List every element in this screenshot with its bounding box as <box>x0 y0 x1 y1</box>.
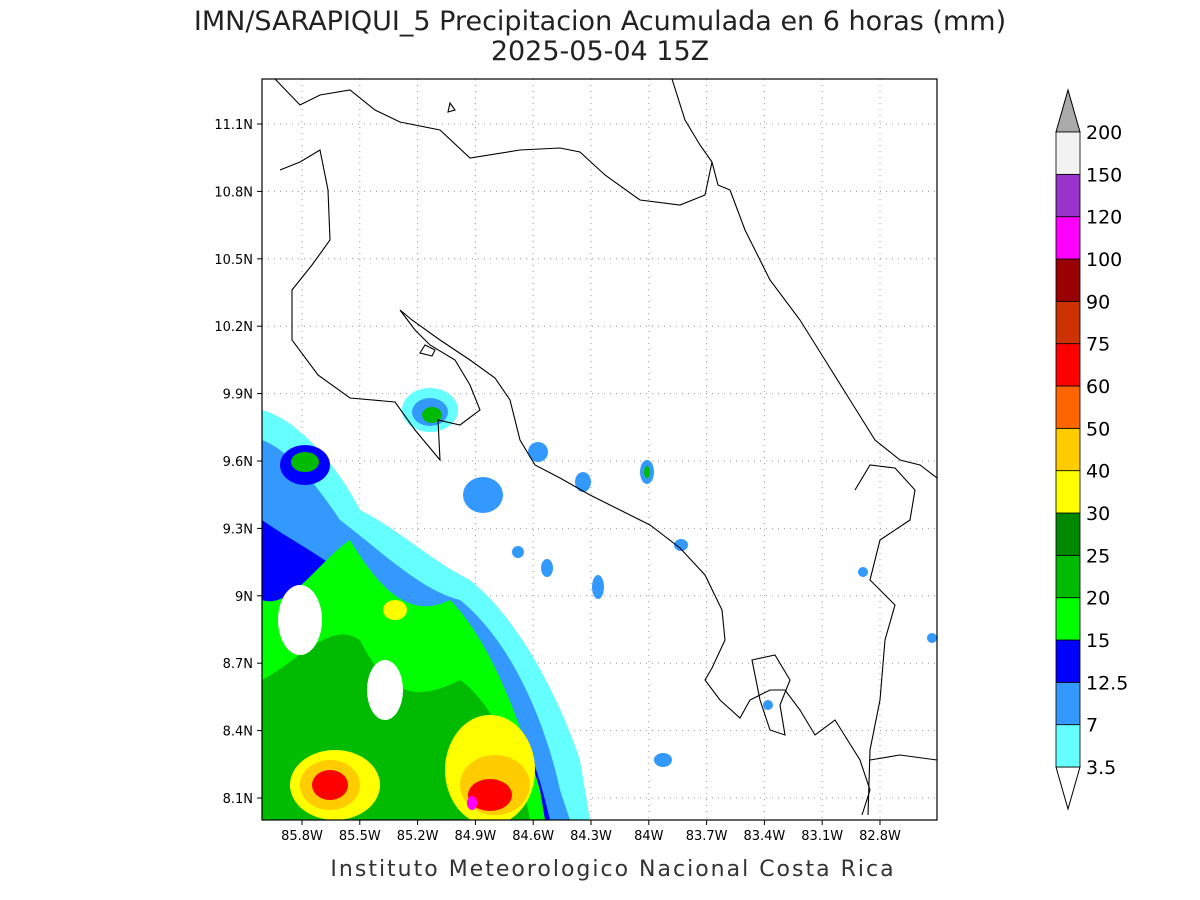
y-tick-label: 8.1N <box>223 792 253 807</box>
colorbar-box <box>1055 681 1081 726</box>
colorbar-label: 20 <box>1086 588 1110 610</box>
colorbar-label: 40 <box>1086 461 1110 483</box>
x-tick-label: 84.3W <box>570 829 612 844</box>
colorbar-label: 90 <box>1086 291 1110 313</box>
colorbar-box <box>1055 343 1081 387</box>
x-tick-label: 84.9W <box>454 829 496 844</box>
colorbar-box <box>1055 258 1081 302</box>
colorbar-box <box>1055 597 1081 641</box>
subtitle: 2025-05-04 15Z <box>491 36 709 67</box>
y-tick-label: 9.9N <box>223 388 253 403</box>
colorbar-label: 50 <box>1086 418 1110 440</box>
colorbar-box <box>1055 639 1081 683</box>
colorbar-label: 15 <box>1086 630 1110 652</box>
precipitation <box>262 79 937 820</box>
colorbar: 3.5 7 12.5 15 20 25 30 40 50 60 75 90 100 120 150 200 <box>1055 88 1128 811</box>
x-tick-label: 83.1W <box>801 829 843 844</box>
colorbar-box <box>1055 470 1081 514</box>
y-tick-label: 8.7N <box>223 657 253 672</box>
x-tick-label: 84W <box>634 829 664 844</box>
colorbar-box <box>1055 427 1081 472</box>
colorbar-label: 7 <box>1086 715 1098 737</box>
coastlines <box>274 79 937 816</box>
x-tick-label: 82.8W <box>859 829 901 844</box>
colorbar-box <box>1055 385 1081 429</box>
x-tick-label: 84.6W <box>512 829 554 844</box>
colorbar-box <box>1055 724 1081 768</box>
colorbar-box <box>1055 216 1081 260</box>
x-tick-label: 85.8W <box>281 829 323 844</box>
y-tick-label: 9.3N <box>223 522 253 537</box>
colorbar-label: 100 <box>1086 249 1122 271</box>
plot-frame <box>261 78 938 821</box>
colorbar-box <box>1055 173 1081 218</box>
x-tick-label: 83.7W <box>686 829 728 844</box>
y-tick-label: 10.5N <box>214 253 253 268</box>
y-tick-label: 9N <box>235 590 253 605</box>
y-tick-label: 10.2N <box>214 320 253 335</box>
colorbar-label: 12.5 <box>1086 672 1128 694</box>
x-tick-label: 83.4W <box>743 829 785 844</box>
colorbar-box <box>1055 131 1081 175</box>
y-tick-label: 9.6N <box>223 455 253 470</box>
footer: Instituto Meteorologico Nacional Costa R… <box>330 857 895 882</box>
colorbar-label: 75 <box>1086 334 1110 356</box>
colorbar-under <box>1055 766 1081 811</box>
x-tick-label: 85.5W <box>339 829 381 844</box>
colorbar-box <box>1055 554 1081 599</box>
colorbar-label: 25 <box>1086 545 1110 567</box>
rain-field <box>262 388 937 820</box>
title: IMN/SARAPIQUI_5 Precipitacion Acumulada … <box>194 6 1006 37</box>
y-tick-label: 10.8N <box>214 185 253 200</box>
colorbar-over <box>1055 88 1081 133</box>
colorbar-box <box>1055 512 1081 556</box>
axis-ticks: 11.1N 10.8N 10.5N 10.2N 9.9N 9.6N 9.3N 9N 8.7N 8.… <box>214 118 901 844</box>
colorbar-label: 3.5 <box>1086 757 1116 779</box>
colorbar-label: 120 <box>1086 207 1122 229</box>
colorbar-label: 30 <box>1086 503 1110 525</box>
x-tick-label: 85.2W <box>397 829 439 844</box>
y-tick-label: 8.4N <box>223 725 253 740</box>
colorbar-label: 60 <box>1086 376 1110 398</box>
colorbar-box <box>1055 300 1081 345</box>
colorbar-label: 150 <box>1086 164 1122 186</box>
colorbar-label: 200 <box>1086 122 1122 144</box>
y-tick-label: 11.1N <box>214 118 253 133</box>
